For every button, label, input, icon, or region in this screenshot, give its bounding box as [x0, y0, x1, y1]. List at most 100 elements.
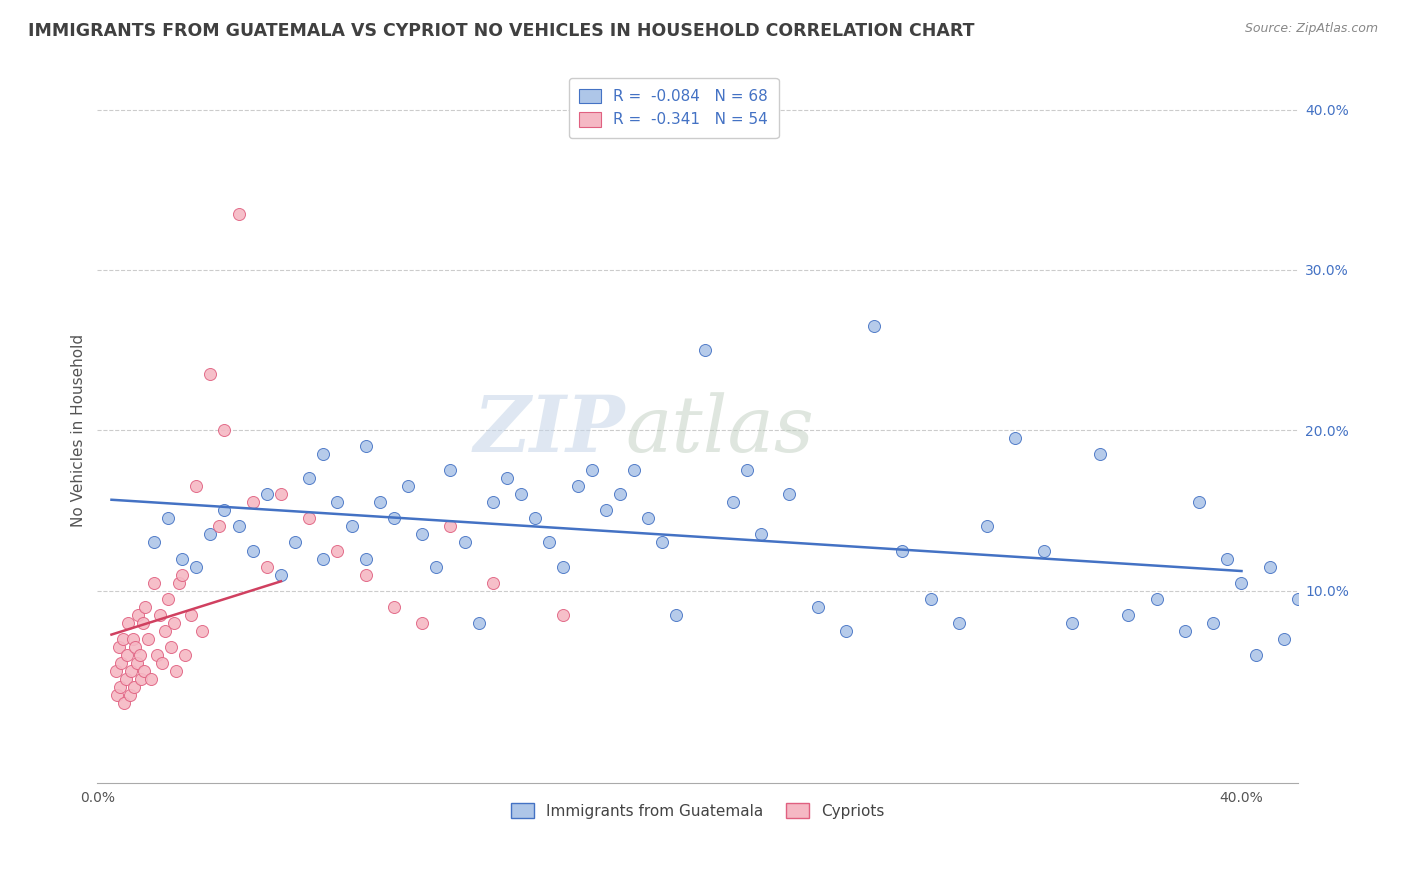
Point — [1146, 591, 1168, 606]
Point — [749, 527, 772, 541]
Point — [1258, 559, 1281, 574]
Point — [665, 607, 688, 622]
Point — [172, 551, 194, 566]
Point — [153, 624, 176, 638]
Point — [150, 656, 173, 670]
Point — [326, 543, 349, 558]
Y-axis label: No Vehicles in Household: No Vehicles in Household — [72, 334, 86, 527]
Point — [132, 664, 155, 678]
Text: atlas: atlas — [626, 392, 814, 468]
Point — [425, 559, 447, 574]
Point — [623, 463, 645, 477]
Text: Source: ZipAtlas.com: Source: ZipAtlas.com — [1244, 22, 1378, 36]
Point — [127, 607, 149, 622]
Point — [256, 559, 278, 574]
Point — [298, 471, 321, 485]
Point — [567, 479, 589, 493]
Point — [142, 575, 165, 590]
Point — [159, 640, 181, 654]
Point — [228, 519, 250, 533]
Point — [807, 599, 830, 614]
Point — [382, 511, 405, 525]
Point — [779, 487, 801, 501]
Point — [326, 495, 349, 509]
Point — [107, 640, 129, 654]
Point — [186, 559, 208, 574]
Point — [200, 367, 222, 381]
Point — [169, 575, 191, 590]
Point — [496, 471, 519, 485]
Point — [1060, 615, 1083, 630]
Point — [524, 511, 547, 525]
Legend: Immigrants from Guatemala, Cypriots: Immigrants from Guatemala, Cypriots — [505, 797, 890, 825]
Point — [581, 463, 603, 477]
Point — [354, 439, 377, 453]
Point — [453, 535, 475, 549]
Point — [354, 551, 377, 566]
Point — [145, 648, 167, 662]
Point — [105, 688, 128, 702]
Point — [553, 559, 575, 574]
Point — [112, 696, 135, 710]
Point — [538, 535, 561, 549]
Point — [111, 632, 134, 646]
Point — [396, 479, 419, 493]
Point — [1118, 607, 1140, 622]
Point — [891, 543, 914, 558]
Point — [165, 664, 187, 678]
Point — [148, 607, 170, 622]
Point — [174, 648, 197, 662]
Point — [115, 648, 138, 662]
Point — [156, 591, 179, 606]
Point — [721, 495, 744, 509]
Point — [142, 535, 165, 549]
Point — [228, 207, 250, 221]
Point — [735, 463, 758, 477]
Point — [411, 527, 433, 541]
Point — [553, 607, 575, 622]
Point — [284, 535, 307, 549]
Point — [172, 567, 194, 582]
Point — [186, 479, 208, 493]
Point — [439, 519, 461, 533]
Point — [162, 615, 184, 630]
Point — [482, 495, 505, 509]
Point — [104, 664, 127, 678]
Point — [467, 615, 489, 630]
Point — [1090, 447, 1112, 461]
Point — [256, 487, 278, 501]
Point — [482, 575, 505, 590]
Point — [110, 656, 132, 670]
Point — [242, 543, 264, 558]
Point — [1004, 431, 1026, 445]
Point — [131, 615, 153, 630]
Point — [1202, 615, 1225, 630]
Point — [191, 624, 214, 638]
Text: 0.0%: 0.0% — [80, 791, 115, 805]
Point — [128, 648, 150, 662]
Point — [124, 640, 146, 654]
Point — [1301, 624, 1323, 638]
Point — [510, 487, 533, 501]
Point — [976, 519, 998, 533]
Point — [948, 615, 970, 630]
Point — [114, 672, 136, 686]
Point — [312, 551, 335, 566]
Point — [120, 664, 142, 678]
Point — [411, 615, 433, 630]
Point — [595, 503, 617, 517]
Point — [920, 591, 942, 606]
Point — [439, 463, 461, 477]
Point — [609, 487, 631, 501]
Point — [242, 495, 264, 509]
Point — [382, 599, 405, 614]
Point — [1230, 575, 1253, 590]
Point — [1216, 551, 1239, 566]
Point — [134, 599, 156, 614]
Point — [863, 318, 886, 333]
Point — [368, 495, 391, 509]
Point — [1188, 495, 1211, 509]
Point — [136, 632, 159, 646]
Point — [1244, 648, 1267, 662]
Point — [340, 519, 363, 533]
